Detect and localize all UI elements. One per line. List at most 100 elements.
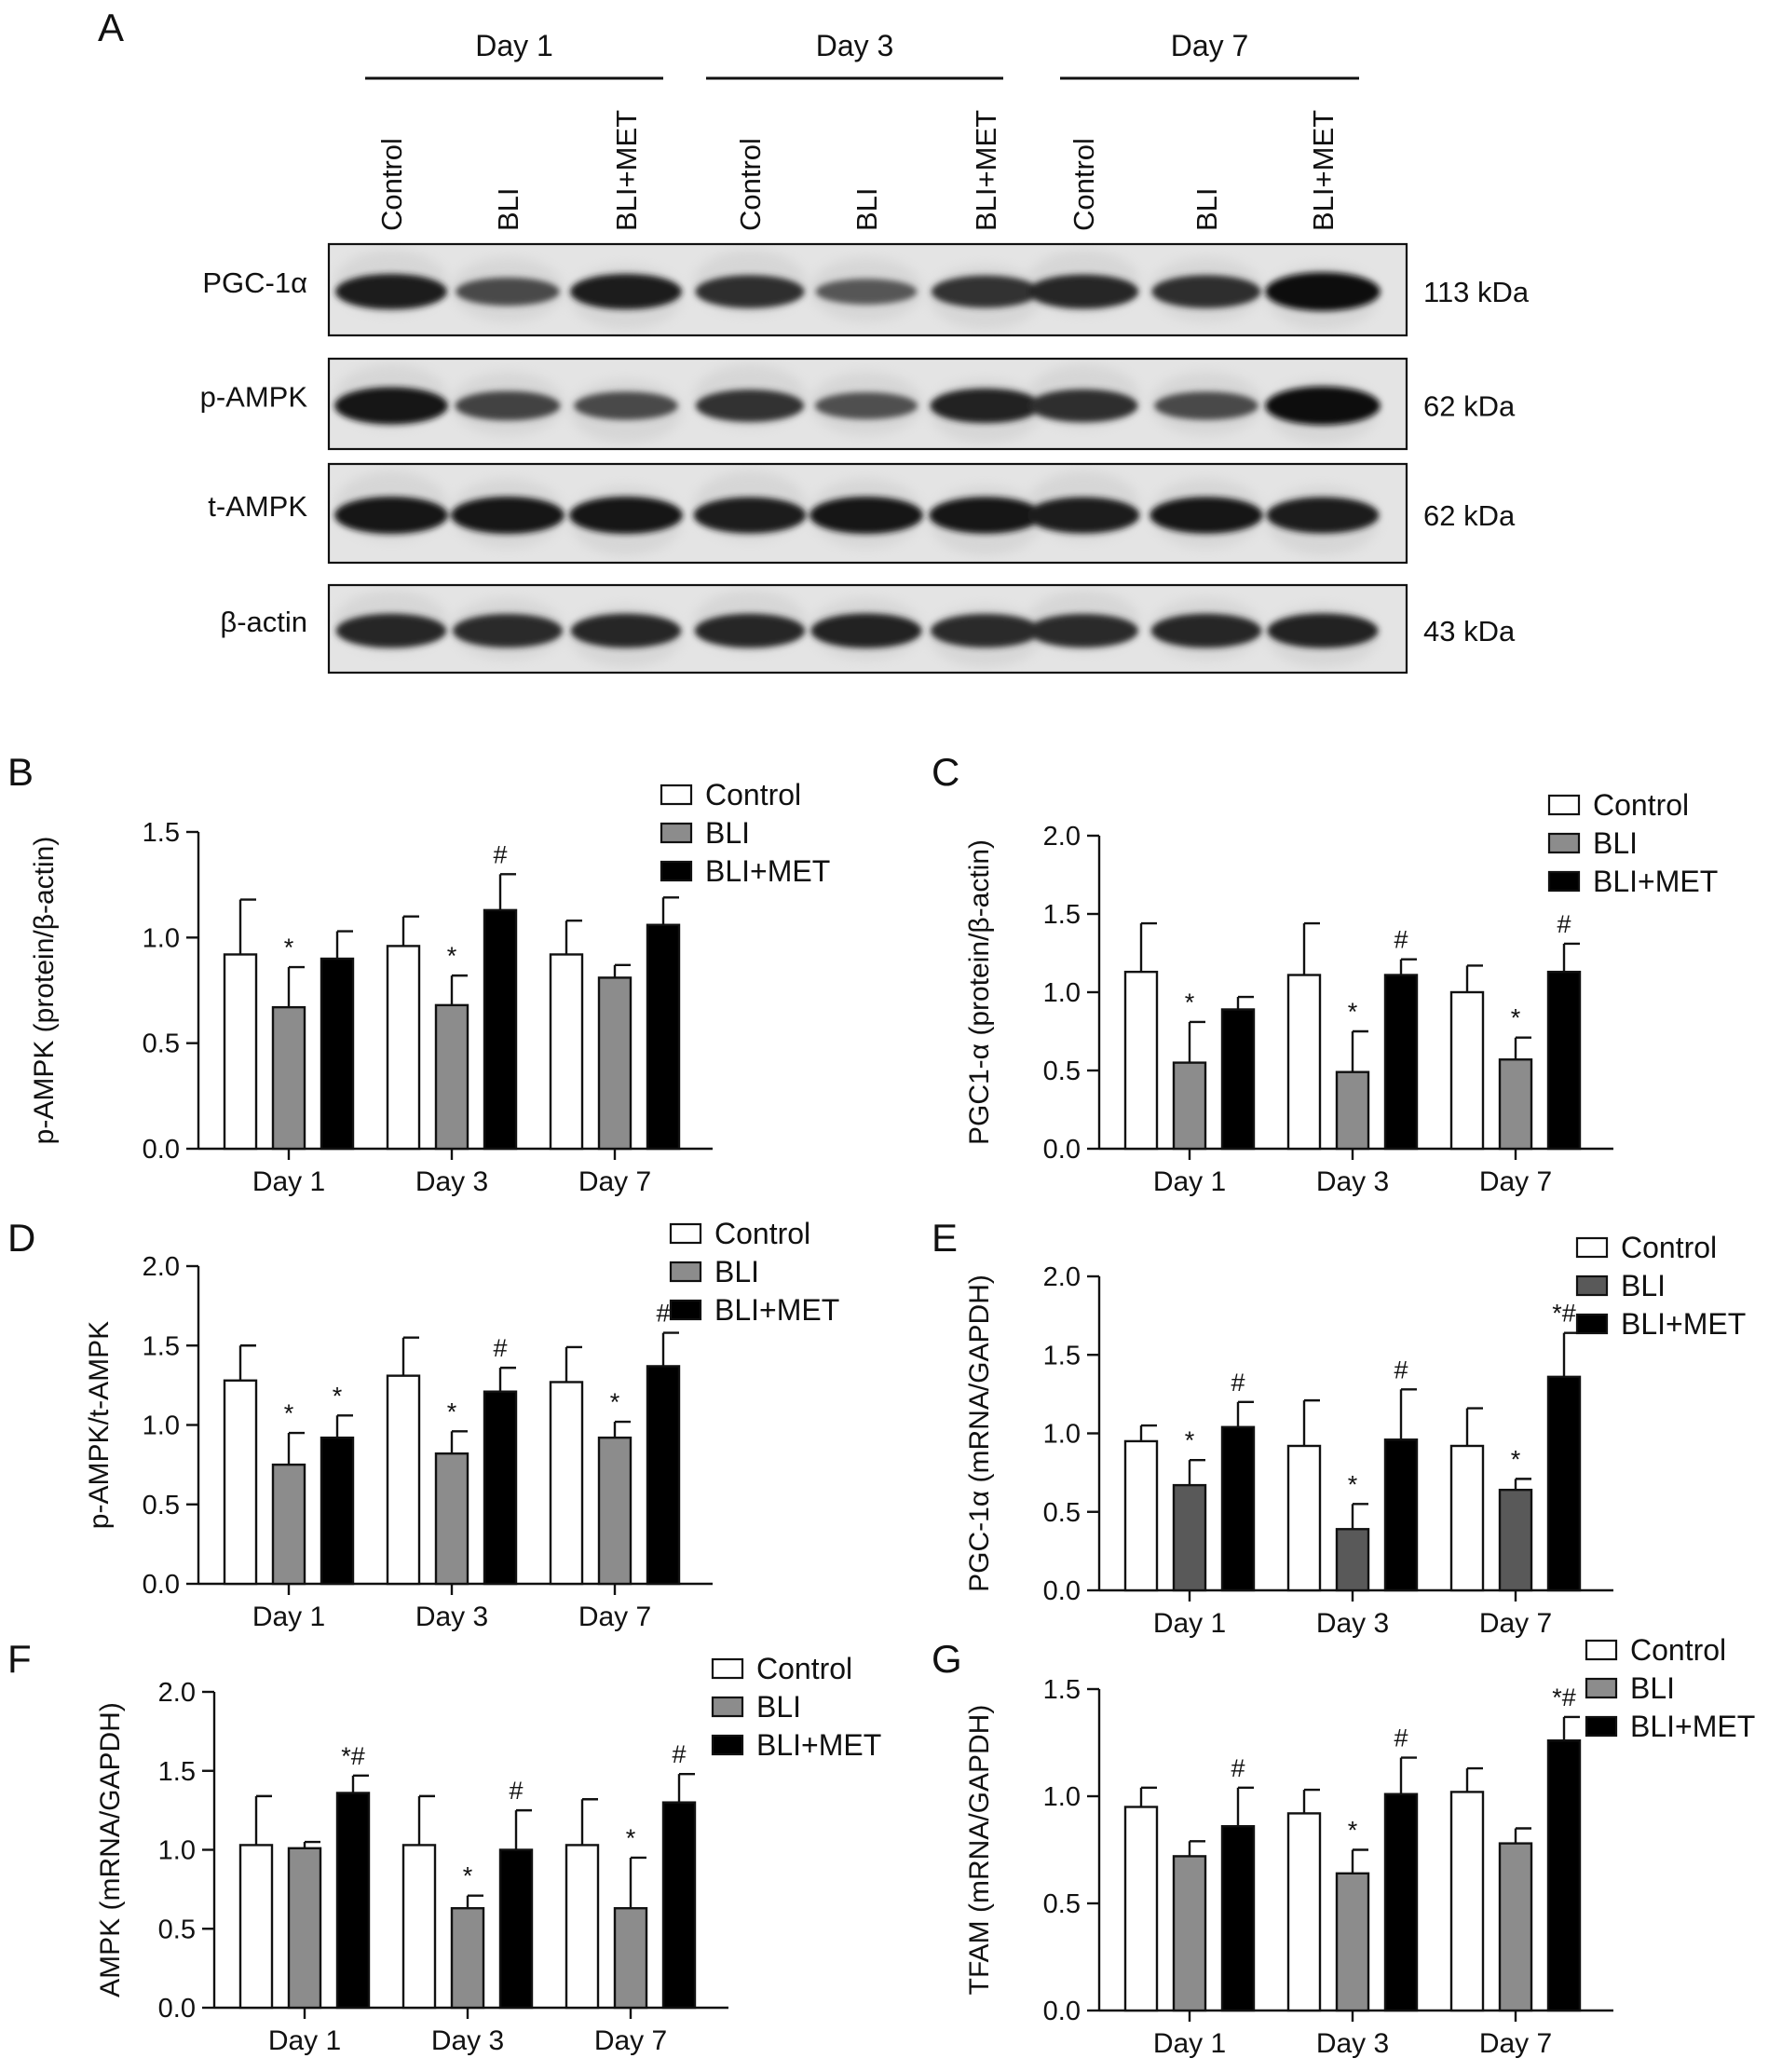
bar bbox=[1286, 1444, 1322, 1592]
significance-mark: # bbox=[1394, 1724, 1408, 1752]
blot-band bbox=[570, 613, 682, 648]
blot-band bbox=[930, 388, 1041, 424]
y-tick-label: 0.0 bbox=[1043, 1997, 1081, 2026]
bar bbox=[1449, 1444, 1485, 1592]
blot-band bbox=[334, 497, 448, 534]
blot-lane-label: Control bbox=[1068, 138, 1100, 231]
significance-mark: * bbox=[1511, 1004, 1521, 1032]
y-tick-label: 1.0 bbox=[143, 923, 180, 953]
bar bbox=[597, 1436, 633, 1586]
bar bbox=[1449, 1791, 1485, 2012]
legend-label: Control bbox=[714, 1217, 810, 1250]
x-tick-label: Day 1 bbox=[1153, 2028, 1226, 2059]
chart-panel-d: D 0.0 0.5 1.0 1.5 2.0 p-AMPK/t-AMPK Day 1 Day 3 D… bbox=[7, 1216, 839, 1632]
significance-mark: * bbox=[284, 934, 294, 961]
x-tick-label: Day 3 bbox=[1316, 2028, 1389, 2059]
panel-letter-a: A bbox=[98, 6, 124, 49]
blot-row: t-AMPK 62 kDa bbox=[208, 462, 1516, 565]
bar bbox=[613, 1907, 648, 2010]
significance-mark: # bbox=[1231, 1369, 1245, 1397]
significance-mark: *# bbox=[1552, 1300, 1576, 1328]
bar bbox=[549, 953, 584, 1151]
blot-size-label: 43 kDa bbox=[1423, 615, 1516, 648]
bar bbox=[1220, 1425, 1256, 1592]
blot-size-label: 62 kDa bbox=[1423, 390, 1516, 423]
chart-panel-c: C 0.0 0.5 1.0 1.5 2.0 PGC1-α (protein/β-actin)… bbox=[932, 750, 1718, 1197]
x-tick-label: Day 3 bbox=[415, 1166, 488, 1197]
blot-band bbox=[1266, 497, 1380, 534]
bar bbox=[320, 957, 355, 1151]
bar bbox=[1220, 1008, 1256, 1151]
legend-label: BLI bbox=[705, 816, 750, 850]
panel-letter: F bbox=[7, 1637, 32, 1681]
blot-band bbox=[810, 613, 922, 648]
legend-swatch bbox=[711, 1734, 744, 1756]
blot-size-label: 62 kDa bbox=[1423, 499, 1516, 532]
blot-band bbox=[809, 497, 923, 534]
significance-mark: * bbox=[1348, 1817, 1358, 1845]
y-axis-title: p-AMPK (protein/β-actin) bbox=[29, 837, 60, 1145]
blot-bands bbox=[334, 386, 1381, 426]
x-tick-label: Day 7 bbox=[1479, 1608, 1552, 1639]
bar bbox=[1123, 1439, 1159, 1592]
panel-letter: D bbox=[7, 1216, 35, 1260]
blot-band bbox=[929, 497, 1042, 534]
x-tick-label: Day 1 bbox=[252, 1166, 325, 1197]
blot-band bbox=[1154, 391, 1258, 420]
legend-swatch bbox=[660, 822, 693, 844]
y-axis-title: PGC-1α (mRNA/GAPDH) bbox=[964, 1275, 995, 1592]
significance-mark: * bbox=[284, 1399, 294, 1427]
panel-letter: C bbox=[932, 750, 959, 794]
significance-mark: * bbox=[1348, 1470, 1358, 1498]
y-tick-label: 1.5 bbox=[158, 1757, 196, 1787]
chart-panel-f: F 0.0 0.5 1.0 1.5 2.0 AMPK (mRNA/GAPDH) Day 1 Da… bbox=[7, 1637, 881, 2056]
blot-band bbox=[1150, 613, 1262, 648]
y-tick-label: 0.5 bbox=[1043, 1498, 1081, 1528]
significance-mark: *# bbox=[1552, 1684, 1576, 1711]
bar-chart-panels: B 0.0 0.5 1.0 1.5 p-AMPK (protein/β-actin) Day… bbox=[7, 750, 1755, 2059]
x-tick-label: Day 7 bbox=[1479, 2028, 1552, 2059]
blot-bands bbox=[335, 272, 1381, 311]
y-axis-title: p-AMPK/t-AMPK bbox=[84, 1321, 115, 1529]
legend-swatch bbox=[1585, 1677, 1618, 1699]
bar bbox=[1335, 1528, 1370, 1592]
blot-band bbox=[453, 613, 563, 648]
blot-bands bbox=[335, 613, 1379, 648]
significance-mark: # bbox=[493, 1334, 507, 1362]
blot-protein-label: β-actin bbox=[220, 606, 307, 638]
blot-band bbox=[694, 613, 806, 648]
blot-band bbox=[455, 390, 561, 421]
blot-lane-label: BLI+MET bbox=[970, 110, 1002, 231]
significance-mark: * bbox=[626, 1824, 636, 1852]
bar bbox=[1449, 990, 1485, 1151]
bar bbox=[223, 953, 258, 1151]
legend-label: Control bbox=[705, 778, 801, 811]
blot-group-label: Day 1 bbox=[475, 29, 553, 62]
x-tick-label: Day 1 bbox=[1153, 1608, 1226, 1639]
x-tick-label: Day 3 bbox=[431, 2025, 504, 2056]
bar bbox=[483, 1390, 518, 1586]
blot-lane-label: Control bbox=[734, 138, 767, 231]
legend-swatch bbox=[1575, 1236, 1609, 1259]
bar bbox=[1335, 1872, 1370, 2012]
blot-bands bbox=[334, 497, 1380, 534]
blot-band bbox=[570, 273, 682, 310]
significance-mark: # bbox=[509, 1777, 523, 1805]
significance-mark: # bbox=[1231, 1754, 1245, 1782]
legend-swatch bbox=[669, 1261, 702, 1283]
blot-row: PGC-1α 113 kDa bbox=[202, 242, 1530, 337]
bar bbox=[450, 1907, 485, 2010]
x-tick-label: Day 1 bbox=[252, 1602, 325, 1632]
significance-mark: # bbox=[1394, 926, 1408, 954]
legend-label: BLI bbox=[1593, 826, 1638, 860]
bar bbox=[1546, 970, 1582, 1151]
blot-rows: PGC-1α 113 kDa p-AMPK 62 kDa t-AMPK 62 kDa β-a… bbox=[200, 242, 1530, 675]
significance-mark: # bbox=[493, 840, 507, 868]
significance-mark: * bbox=[463, 1862, 473, 1890]
significance-mark: * bbox=[1348, 998, 1358, 1026]
legend-swatch bbox=[1585, 1715, 1618, 1738]
bar bbox=[434, 1452, 469, 1586]
significance-mark: # bbox=[672, 1740, 686, 1768]
bar bbox=[1123, 1806, 1159, 2012]
blot-band bbox=[334, 387, 448, 425]
